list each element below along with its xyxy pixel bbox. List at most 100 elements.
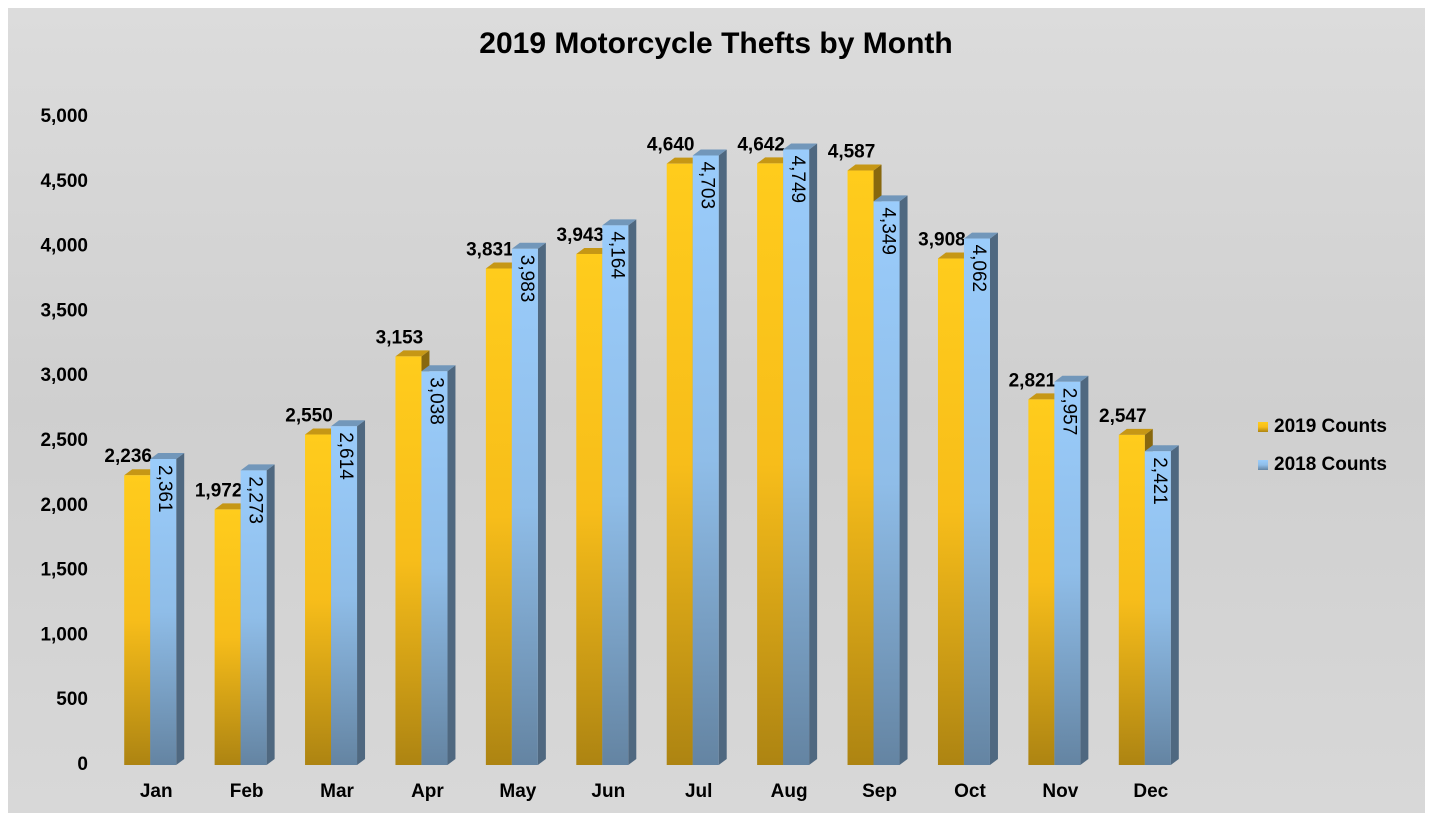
bar-side xyxy=(176,453,185,765)
data-label: 2,957 xyxy=(1058,388,1079,436)
bar xyxy=(783,149,810,765)
y-tick-label: 1,500 xyxy=(40,560,88,581)
bar-top xyxy=(757,157,792,164)
y-tick-label: 1,000 xyxy=(40,624,88,645)
data-label: 2,273 xyxy=(245,476,266,524)
bar xyxy=(576,253,603,766)
bar xyxy=(214,509,241,765)
bar-top xyxy=(421,365,456,372)
y-tick-label: 0 xyxy=(77,754,88,775)
data-label: 4,349 xyxy=(878,207,899,255)
bar xyxy=(1144,451,1171,765)
bar-top xyxy=(395,350,430,357)
bar-top xyxy=(1118,428,1153,435)
y-tick-label: 5,000 xyxy=(40,106,88,127)
data-label: 4,640 xyxy=(647,135,695,156)
y-tick-label: 3,500 xyxy=(40,300,88,321)
x-tick-label: Jan xyxy=(140,781,173,802)
bar-side xyxy=(628,219,637,766)
bar xyxy=(124,475,151,765)
bar xyxy=(331,426,358,765)
data-label: 3,153 xyxy=(376,327,424,348)
y-tick-label: 2,500 xyxy=(40,430,88,451)
bar xyxy=(602,225,629,766)
bar-top xyxy=(576,247,611,254)
bar xyxy=(240,470,267,765)
data-label: 3,831 xyxy=(466,240,514,261)
bar-top xyxy=(783,143,818,150)
x-tick-label: Nov xyxy=(1042,781,1078,802)
bar-top xyxy=(240,464,275,471)
data-label: 2,547 xyxy=(1099,406,1147,427)
bar xyxy=(1028,399,1055,765)
bar-top xyxy=(963,232,998,239)
x-tick-label: Aug xyxy=(771,781,808,802)
x-tick-label: Oct xyxy=(954,781,986,802)
data-label: 4,587 xyxy=(828,142,876,163)
bar-top xyxy=(602,219,637,226)
bar-top xyxy=(1054,375,1089,382)
data-label: 3,038 xyxy=(425,377,446,425)
bar xyxy=(421,371,448,765)
bar-top xyxy=(873,195,908,202)
data-label: 3,983 xyxy=(516,255,537,303)
bar-top xyxy=(150,453,185,460)
bar-side xyxy=(809,143,818,765)
bar-top xyxy=(666,157,701,164)
bar-side xyxy=(447,365,456,765)
x-tick-label: Sep xyxy=(862,781,897,802)
bar xyxy=(485,268,512,765)
y-tick-label: 3,000 xyxy=(40,365,88,386)
bar xyxy=(1054,381,1081,765)
legend-label: 2018 Counts xyxy=(1274,454,1387,475)
data-label: 2,421 xyxy=(1149,457,1170,505)
x-tick-label: Dec xyxy=(1133,781,1168,802)
y-tick-label: 4,500 xyxy=(40,171,88,192)
bar-top xyxy=(1144,445,1179,452)
bar-top xyxy=(214,503,249,510)
legend-label: 2019 Counts xyxy=(1274,416,1387,437)
bar xyxy=(937,258,964,765)
data-label: 2,550 xyxy=(285,406,333,427)
bar-side xyxy=(718,149,727,765)
bar-side xyxy=(1170,445,1179,765)
x-tick-label: Apr xyxy=(411,781,444,802)
y-tick-label: 2,000 xyxy=(40,495,88,516)
y-tick-label: 4,000 xyxy=(40,236,88,257)
x-tick-label: Jul xyxy=(685,781,712,802)
x-tick-label: Mar xyxy=(320,781,354,802)
legend-swatch xyxy=(1258,460,1268,470)
legend-swatch xyxy=(1258,422,1268,432)
x-tick-label: May xyxy=(499,781,536,802)
bar xyxy=(963,238,990,765)
data-label: 2,821 xyxy=(1009,370,1057,391)
data-label: 3,908 xyxy=(918,230,966,251)
bar-top xyxy=(937,252,972,259)
bar-top xyxy=(511,242,546,249)
data-label: 4,164 xyxy=(606,231,627,279)
data-label: 3,943 xyxy=(557,225,605,246)
bar-side xyxy=(1080,375,1089,765)
data-label: 2,361 xyxy=(154,465,175,513)
data-label: 4,703 xyxy=(697,161,718,209)
bar-top xyxy=(692,149,727,156)
bar-top xyxy=(485,262,520,269)
bar xyxy=(847,170,874,766)
bar-top xyxy=(1028,393,1063,400)
bar xyxy=(666,163,693,765)
bar xyxy=(757,163,784,766)
bar xyxy=(1118,434,1145,765)
bar-side xyxy=(266,464,275,765)
bar-top xyxy=(305,428,340,435)
data-label: 2,236 xyxy=(104,446,152,467)
bar xyxy=(150,459,177,765)
data-label: 4,642 xyxy=(737,134,785,155)
y-tick-label: 500 xyxy=(56,689,88,710)
x-tick-label: Feb xyxy=(230,781,264,802)
bar-side xyxy=(899,195,908,765)
bar xyxy=(873,201,900,765)
bar xyxy=(692,155,719,765)
x-tick-label: Jun xyxy=(591,781,625,802)
data-label: 4,749 xyxy=(787,156,808,204)
